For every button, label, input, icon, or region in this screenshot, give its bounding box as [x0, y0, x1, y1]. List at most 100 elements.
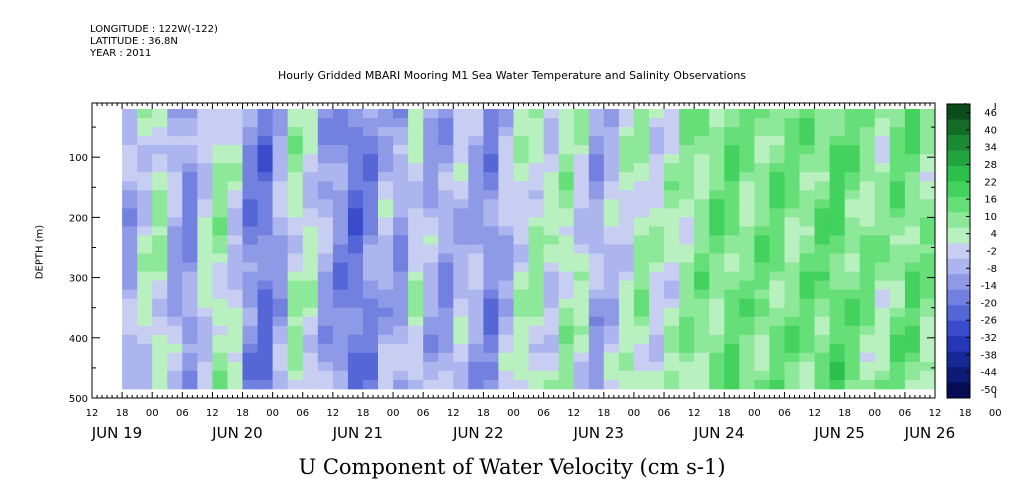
heatmap-cell: [423, 235, 439, 245]
heatmap-cell: [393, 145, 409, 155]
heatmap-cell: [468, 379, 484, 390]
heatmap-cell: [889, 298, 906, 309]
heatmap-cell: [679, 370, 695, 381]
heatmap-cell: [227, 127, 244, 137]
heatmap-cell: [423, 118, 439, 128]
heatmap-cell: [242, 145, 259, 155]
heatmap-cell: [649, 307, 665, 318]
heatmap-cell: [212, 361, 228, 372]
heatmap-cell: [393, 172, 409, 182]
colorbar-segment: [947, 382, 970, 399]
colorbar-segment: [947, 119, 970, 136]
heatmap-cell: [694, 109, 710, 119]
heatmap-cell: [498, 226, 514, 236]
heatmap-cell: [799, 127, 816, 137]
heatmap-cell: [498, 244, 514, 254]
heatmap-cell: [242, 370, 259, 381]
heatmap-cell: [227, 334, 244, 345]
heatmap-cell: [227, 154, 244, 164]
heatmap-cell: [709, 271, 725, 282]
colorbar-label: -26: [981, 316, 997, 327]
heatmap-cell: [724, 298, 740, 309]
heatmap-cell: [302, 163, 319, 173]
heatmap-cell: [724, 172, 740, 182]
heatmap-cell: [754, 163, 770, 173]
heatmap-cell: [272, 199, 289, 209]
heatmap-cell: [468, 298, 484, 309]
heatmap-cell: [393, 316, 409, 327]
heatmap-cell: [618, 343, 635, 354]
heatmap-cell: [618, 118, 635, 128]
heatmap-cell: [889, 190, 906, 200]
heatmap-cell: [679, 154, 695, 164]
heatmap-cell: [423, 199, 439, 209]
heatmap-cell: [287, 118, 304, 128]
heatmap-cell: [212, 307, 228, 318]
heatmap-cell: [558, 343, 575, 354]
heatmap-cell: [378, 154, 394, 164]
heatmap-cell: [679, 109, 695, 119]
heatmap-cell: [769, 325, 785, 336]
heatmap-cell: [182, 334, 198, 345]
heatmap-cell: [212, 379, 228, 390]
heatmap-cell: [347, 163, 364, 173]
heatmap-cell: [513, 145, 530, 155]
heatmap-cell: [378, 334, 394, 345]
heatmap-cell: [227, 226, 244, 236]
heatmap-cell: [122, 289, 138, 300]
heatmap-cell: [618, 280, 635, 291]
heatmap-cell: [603, 316, 620, 327]
heatmap-cell: [347, 262, 364, 272]
heatmap-cell: [438, 271, 454, 282]
x-hour-tick-label: 12: [206, 408, 219, 419]
heatmap-cell: [453, 361, 469, 372]
heatmap-cell: [664, 271, 680, 282]
heatmap-cell: [543, 334, 560, 345]
heatmap-cell: [679, 217, 695, 227]
heatmap-cell: [543, 361, 560, 372]
heatmap-cell: [694, 163, 710, 173]
heatmap-cell: [332, 172, 349, 182]
heatmap-cell: [453, 280, 469, 291]
heatmap-cell: [498, 145, 514, 155]
heatmap-cell: [829, 298, 846, 309]
heatmap-cell: [603, 154, 620, 164]
heatmap-cell: [573, 208, 590, 218]
heatmap-cell: [769, 379, 785, 390]
heatmap-cell: [844, 370, 861, 381]
colorbar-segment: [947, 212, 970, 229]
heatmap-cell: [814, 253, 831, 263]
heatmap-cell: [573, 343, 590, 354]
heatmap-cell: [784, 118, 801, 128]
heatmap-cell: [483, 325, 499, 336]
heatmap-cell: [649, 109, 665, 119]
heatmap-cell: [332, 127, 349, 137]
heatmap-cell: [242, 199, 259, 209]
heatmap-cell: [904, 298, 921, 309]
heatmap-cell: [257, 361, 274, 372]
heatmap-cell: [453, 199, 469, 209]
heatmap-cell: [528, 127, 545, 137]
heatmap-cell: [242, 307, 259, 318]
heatmap-cell: [679, 136, 695, 146]
heatmap-cell: [347, 253, 364, 263]
heatmap-cell: [844, 163, 861, 173]
heatmap-cell: [694, 262, 710, 272]
heatmap-cell: [287, 127, 304, 137]
heatmap-cell: [859, 163, 876, 173]
heatmap-cell: [468, 109, 484, 119]
heatmap-cell: [649, 226, 665, 236]
heatmap-cell: [363, 154, 379, 164]
heatmap-cell: [242, 343, 259, 354]
heatmap-cell: [197, 235, 213, 245]
heatmap-cell: [874, 334, 891, 345]
heatmap-cell: [498, 262, 514, 272]
heatmap-cell: [137, 217, 153, 227]
heatmap-cell: [874, 217, 891, 227]
heatmap-cell: [664, 127, 680, 137]
heatmap-cell: [769, 298, 785, 309]
heatmap-cell: [919, 271, 936, 282]
heatmap-cell: [453, 208, 469, 218]
heatmap-cell: [633, 262, 650, 272]
heatmap-cell: [799, 325, 816, 336]
